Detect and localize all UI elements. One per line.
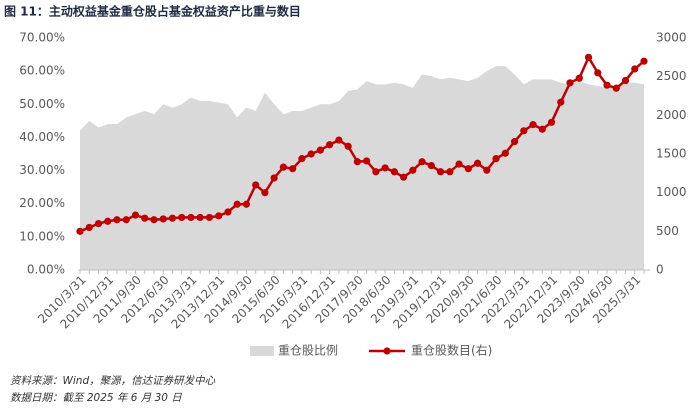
marker [501, 149, 509, 157]
chart-title: 图 11：主动权益基金重仓股占基金权益资产比重与数目 [4, 4, 301, 19]
y2-tick-label: 1500 [656, 147, 687, 161]
y-tick-label: 40.00% [19, 130, 65, 144]
y-tick-label: 10.00% [19, 229, 65, 243]
y-tick-label: 50.00% [19, 97, 65, 111]
y2-tick-label: 0 [656, 263, 664, 277]
marker [270, 174, 278, 182]
marker [640, 57, 648, 65]
marker [538, 125, 546, 133]
y-tick-label: 20.00% [19, 196, 65, 210]
source-note: 数据日期：截至 2025 年 6 月 30 日 [10, 392, 182, 404]
marker [279, 163, 288, 171]
marker [603, 81, 611, 89]
marker [298, 155, 306, 163]
marker [196, 213, 204, 222]
y-tick-label: 0.00% [27, 263, 65, 277]
marker [261, 189, 269, 197]
marker [436, 168, 445, 176]
y-tick-label: 30.00% [19, 163, 65, 177]
y2-tick-label: 3000 [656, 31, 687, 45]
marker [612, 84, 620, 92]
y2-tick-label: 1000 [656, 185, 687, 199]
y2-tick-label: 2000 [656, 108, 687, 122]
marker [621, 76, 630, 85]
legend-label: 重仓股数目(右) [411, 343, 492, 358]
marker [464, 165, 472, 173]
marker [205, 213, 214, 222]
marker [187, 213, 195, 222]
marker [289, 165, 297, 173]
marker [252, 181, 260, 189]
marker [94, 220, 103, 228]
legend-swatch [383, 347, 391, 355]
marker [85, 223, 93, 232]
marker [520, 127, 528, 135]
marker [390, 168, 398, 176]
source-note: 资料来源：Wind，聚源，信达证券研发中心 [10, 375, 216, 387]
marker [353, 158, 361, 166]
marker [141, 214, 149, 222]
marker [122, 216, 130, 224]
marker [547, 118, 556, 126]
marker [316, 146, 324, 154]
marker [178, 213, 186, 222]
marker [473, 159, 482, 167]
area [80, 66, 644, 271]
legend-label: 重仓股比例 [278, 344, 338, 358]
marker [594, 69, 602, 77]
marker [233, 200, 241, 208]
y2-tick-label: 500 [656, 224, 679, 238]
marker [631, 65, 639, 73]
marker [131, 211, 140, 219]
marker [326, 141, 334, 149]
marker [363, 157, 371, 165]
marker [307, 150, 315, 158]
legend-swatch [250, 346, 274, 356]
marker [566, 79, 574, 87]
marker [372, 168, 380, 176]
marker [400, 173, 408, 181]
marker [168, 214, 177, 222]
marker [104, 217, 112, 225]
marker [455, 160, 463, 168]
marker [584, 53, 593, 61]
marker [215, 212, 223, 220]
marker [344, 142, 352, 150]
marker [418, 158, 426, 166]
y-tick-label: 60.00% [19, 64, 65, 78]
marker [529, 121, 537, 129]
marker [427, 162, 435, 170]
marker [510, 138, 519, 146]
marker [159, 215, 167, 223]
marker [335, 136, 343, 144]
marker [224, 208, 232, 216]
marker [381, 164, 389, 172]
marker [150, 216, 158, 224]
marker [76, 227, 84, 235]
y2-tick-label: 2500 [656, 69, 687, 83]
marker [492, 155, 500, 163]
marker [242, 200, 251, 208]
marker [483, 166, 491, 174]
marker [575, 74, 583, 82]
marker [557, 98, 565, 106]
marker [409, 166, 417, 174]
y-tick-label: 70.00% [19, 31, 65, 45]
marker [446, 168, 454, 176]
marker [113, 216, 121, 224]
